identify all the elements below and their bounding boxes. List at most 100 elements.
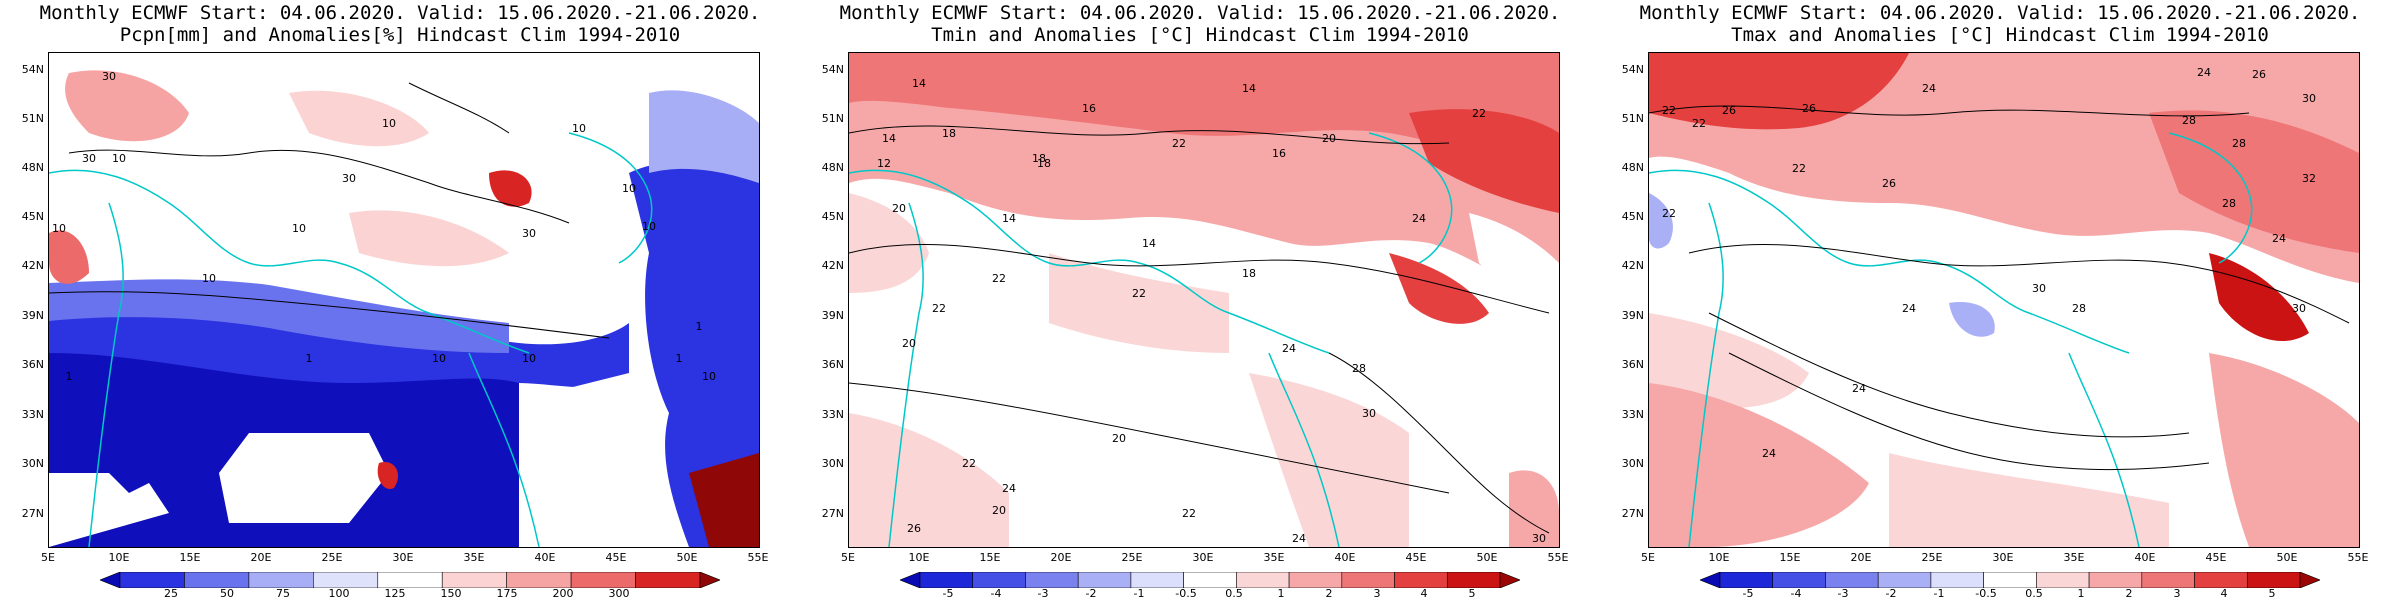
colorbar-label: -0.5: [1175, 587, 1197, 600]
lon-label: 40E: [2134, 551, 2156, 564]
colorbar-label: 3: [2173, 587, 2181, 600]
lon-label: 10E: [1708, 551, 1730, 564]
colorbar-swatch: [1700, 572, 1721, 588]
colorbar-label: -2: [1085, 587, 1097, 600]
contour-label: 10: [52, 222, 66, 235]
colorbar-swatch: [1025, 572, 1079, 588]
contour-label: 30: [2302, 92, 2316, 105]
contour-label: 10: [112, 152, 126, 165]
contour-label: 24: [1282, 342, 1296, 355]
contour-label: 24: [1412, 212, 1426, 225]
contour-label: 30: [1362, 407, 1376, 420]
contour-label: 24: [1922, 82, 1936, 95]
colorbar: [1700, 572, 2320, 588]
colorbar-swatch: [377, 572, 443, 588]
contour-label: 22: [1692, 117, 1706, 130]
contour-label: 28: [2232, 137, 2246, 150]
contour-label: 22: [1662, 104, 1676, 117]
colorbar: [100, 572, 720, 588]
lon-label: 45E: [1405, 551, 1427, 564]
lat-label: 36N: [21, 358, 44, 371]
colorbar-swatch: [119, 572, 185, 588]
colorbar-swatch: [1341, 572, 1395, 588]
contour-label: 20: [1322, 132, 1336, 145]
lon-label: 45E: [605, 551, 627, 564]
colorbar-swatch: [2036, 572, 2090, 588]
contour-label: 20: [892, 202, 906, 215]
colorbar-swatch: [2246, 572, 2301, 588]
colorbar-label: 50: [220, 587, 234, 600]
contour-label: 30: [2292, 302, 2306, 315]
contour-label: 30: [522, 227, 536, 240]
lat-label: 36N: [1621, 358, 1644, 371]
colorbar-swatch: [1983, 572, 2037, 588]
lat-label: 39N: [821, 309, 844, 322]
colorbar-label: 150: [440, 587, 462, 600]
lat-label: 30N: [821, 457, 844, 470]
contour-label: 16: [1082, 102, 1096, 115]
panel-title-line2: Tmin and Anomalies [°C] Hindcast Clim 19…: [931, 24, 1469, 46]
colorbar-swatch: [100, 572, 121, 588]
contour-label: 30: [102, 70, 116, 83]
colorbar-label: 300: [608, 587, 630, 600]
contour-label: 1: [695, 320, 703, 333]
contour-label: 20: [992, 504, 1006, 517]
contour-label: 22: [1172, 137, 1186, 150]
colorbar-label: 5: [2268, 587, 2276, 600]
contour-label: 26: [2252, 68, 2266, 81]
colorbar-swatch: [1288, 572, 1343, 588]
contour-label: 22: [1132, 287, 1146, 300]
lon-label: 45E: [2205, 551, 2227, 564]
lon-label: 20E: [1850, 551, 1872, 564]
colorbar-swatch: [1499, 572, 1520, 588]
lat-label: 27N: [21, 507, 44, 520]
colorbar-swatch: [441, 572, 507, 588]
lon-label: 15E: [979, 551, 1001, 564]
contour-label: 18: [1037, 157, 1051, 170]
lat-label: 27N: [1621, 507, 1644, 520]
contour-label: 22: [1662, 207, 1676, 220]
contour-label: 26: [907, 522, 921, 535]
tmin-map-graphic: [849, 53, 1559, 547]
contour-label: 18: [1242, 267, 1256, 280]
colorbar-label: 4: [2220, 587, 2228, 600]
colorbar-swatch: [248, 572, 314, 588]
contour-label: 14: [1142, 237, 1156, 250]
lat-label: 48N: [821, 161, 844, 174]
contour-label: 20: [902, 337, 916, 350]
tmin-map: 14 14 16 18 14 12 18 22 20 22 14 18 16 1…: [848, 52, 1560, 548]
lon-label: 30E: [1992, 551, 2014, 564]
colorbar-label: 1: [1277, 587, 1285, 600]
contour-label: 14: [882, 132, 896, 145]
lon-label: 10E: [108, 551, 130, 564]
colorbar-label: 200: [552, 587, 574, 600]
lat-label: 27N: [821, 507, 844, 520]
lon-label: 35E: [1263, 551, 1285, 564]
contour-label: 18: [1032, 152, 1046, 165]
colorbar-swatch: [635, 572, 701, 588]
colorbar-swatch: [699, 572, 720, 588]
lon-label: 25E: [1121, 551, 1143, 564]
contour-label: 22: [1792, 162, 1806, 175]
contour-label: 10: [522, 352, 536, 365]
lat-label: 48N: [21, 161, 44, 174]
colorbar-swatch: [1236, 572, 1290, 588]
contour-label: 26: [1802, 102, 1816, 115]
lon-label: 55E: [2347, 551, 2369, 564]
contour-label: 24: [1292, 532, 1306, 545]
contour-label: 14: [1242, 82, 1256, 95]
contour-label: 16: [1272, 147, 1286, 160]
lon-label: 55E: [747, 551, 769, 564]
contour-label: 10: [292, 222, 306, 235]
colorbar-label: -5: [942, 587, 954, 600]
colorbar-swatch: [1930, 572, 1984, 588]
colorbar-swatch: [919, 572, 974, 588]
tmin-panel: Monthly ECMWF Start: 04.06.2020. Valid: …: [800, 0, 1600, 600]
colorbar-label: -3: [1837, 587, 1849, 600]
panel-title-line1: Monthly ECMWF Start: 04.06.2020. Valid: …: [39, 2, 761, 24]
lat-label: 51N: [821, 112, 844, 125]
colorbar-swatch: [2299, 572, 2320, 588]
lat-label: 39N: [21, 309, 44, 322]
contour-label: 22: [962, 457, 976, 470]
contour-label: 22: [992, 272, 1006, 285]
